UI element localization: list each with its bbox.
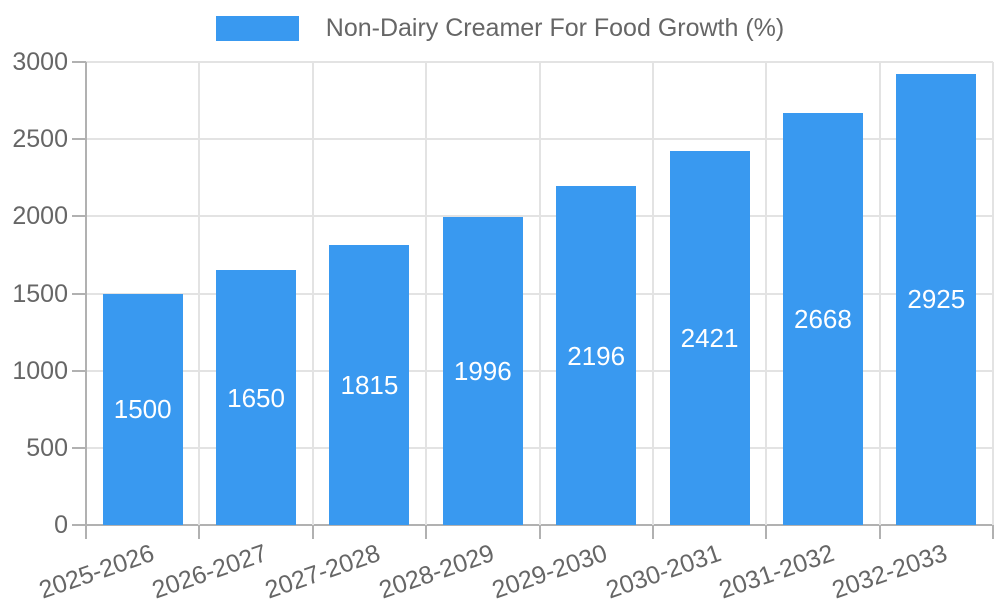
y-axis-tick [72, 369, 86, 372]
bar[interactable] [556, 186, 637, 525]
gridline-vertical [538, 62, 541, 525]
bar[interactable] [442, 216, 523, 525]
y-axis-label: 1500 [12, 279, 68, 308]
y-axis-label: 2500 [12, 125, 68, 154]
bar-value-label: 1500 [113, 394, 172, 425]
x-axis-label: 2030-2031 [602, 539, 725, 600]
bar-value-label: 2196 [567, 340, 626, 371]
y-axis-line [85, 62, 87, 525]
legend-label: Non-Dairy Creamer For Food Growth (%) [325, 14, 785, 42]
x-axis-tick [651, 525, 654, 539]
gridline-vertical [878, 62, 881, 525]
x-axis-tick [878, 525, 881, 539]
y-axis-label: 500 [26, 433, 68, 462]
y-axis-label: 1000 [12, 356, 68, 385]
x-axis-label: 2031-2032 [715, 539, 838, 600]
x-axis-tick [311, 525, 314, 539]
bar-value-label: 1996 [453, 355, 512, 386]
x-axis-label: 2025-2026 [35, 539, 158, 600]
gridline-vertical [198, 62, 201, 525]
gridline-vertical [765, 62, 768, 525]
x-axis-tick [198, 525, 201, 539]
bar[interactable] [102, 293, 183, 525]
y-axis-tick [72, 138, 86, 141]
x-axis-label: 2029-2030 [488, 539, 611, 600]
bar-value-label: 2925 [907, 284, 966, 315]
y-axis-label: 0 [54, 511, 68, 539]
x-axis-label: 2028-2029 [375, 539, 498, 600]
y-axis-tick [72, 215, 86, 218]
gridline-vertical [651, 62, 654, 525]
y-axis-tick [72, 61, 86, 63]
x-axis-label: 2027-2028 [262, 539, 385, 600]
gridline-vertical [425, 62, 428, 525]
bar-value-label: 2421 [680, 323, 739, 354]
x-axis-tick [538, 525, 541, 539]
bar[interactable] [216, 270, 297, 525]
x-axis-tick [992, 525, 994, 539]
x-axis-tick [765, 525, 768, 539]
y-axis-label: 3000 [12, 48, 68, 76]
x-axis-label: 2032-2033 [828, 539, 952, 600]
legend-swatch-icon [215, 15, 299, 41]
legend-item[interactable]: Non-Dairy Creamer For Food Growth (%) [215, 14, 785, 42]
bar[interactable] [329, 244, 410, 525]
legend: Non-Dairy Creamer For Food Growth (%) [0, 14, 1000, 42]
bar[interactable] [782, 113, 863, 525]
gridline-vertical [311, 62, 314, 525]
bar[interactable] [669, 151, 750, 525]
x-axis-tick [85, 525, 87, 539]
bar-value-label: 1650 [227, 382, 285, 413]
bar[interactable] [896, 73, 977, 525]
y-axis-tick [72, 524, 86, 526]
y-axis-tick [72, 292, 86, 295]
y-axis-tick [72, 446, 86, 449]
gridline-vertical [992, 62, 994, 525]
x-axis-tick [425, 525, 428, 539]
x-axis-label: 2026-2027 [148, 539, 271, 600]
bar-value-label: 2668 [794, 304, 852, 335]
bar-value-label: 1815 [340, 369, 399, 400]
y-axis-label: 2000 [12, 202, 68, 231]
